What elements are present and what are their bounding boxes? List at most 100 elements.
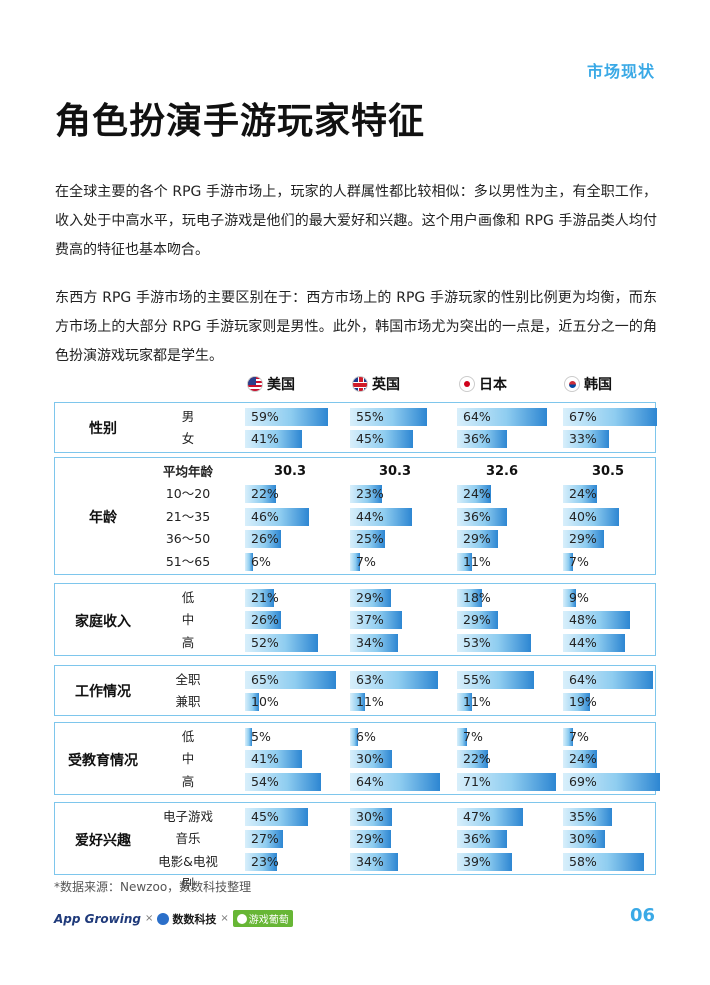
value-label: 30% (356, 751, 384, 767)
value-bar (350, 808, 392, 826)
average-age-value: 30.3 (378, 464, 412, 479)
value-bar (350, 530, 385, 549)
value-label: 9% (569, 590, 589, 605)
data-row: 男 59% 55% 64% 67% (55, 406, 657, 428)
data-row: 51～65 6% 7% 11% 7% (55, 551, 655, 573)
value-label: 34% (356, 634, 384, 650)
value-label: 58% (569, 853, 597, 869)
average-age-value: 30.3 (273, 464, 307, 479)
value-label: 59% (251, 409, 279, 424)
value-bar (245, 693, 259, 712)
value-bar (245, 750, 303, 769)
group-label: 年龄 (89, 510, 117, 526)
value-bar (457, 852, 512, 871)
value-bar (350, 750, 392, 769)
value-bar (457, 408, 547, 426)
value-bar (563, 671, 653, 689)
separator-x: × (220, 913, 229, 924)
value-bar (350, 507, 412, 526)
group-4: 受教育情况 低 5% 6% 7% 7% 中 41% 30% 22% 24% 高 54% 64% 71% 69% (54, 722, 660, 796)
value-label: 21% (251, 590, 279, 605)
row-label: 音乐 (175, 831, 201, 847)
value-bar (563, 589, 576, 607)
value-label: 44% (356, 508, 384, 524)
data-row: 10～20 22% 23% 24% 24% (55, 483, 655, 505)
value-bar (457, 530, 498, 549)
row-label: 电影&电视剧 (158, 853, 218, 891)
country-label: 英国 (372, 377, 400, 393)
value-bar (457, 552, 473, 571)
value-label: 7% (569, 729, 589, 744)
value-label: 44% (569, 634, 597, 650)
value-label: 36% (463, 431, 491, 447)
value-label: 11% (356, 694, 384, 710)
data-row: 中 41% 30% 22% 24% (55, 748, 655, 770)
value-label: 64% (463, 409, 491, 424)
value-bar (245, 530, 282, 549)
data-row: 全职 65% 63% 55% 64% (55, 669, 655, 691)
value-label: 29% (463, 531, 491, 547)
value-bar (245, 552, 254, 571)
value-label: 45% (356, 431, 384, 447)
value-bar (563, 808, 612, 826)
row-label: 高 (181, 634, 195, 650)
value-label: 55% (356, 409, 384, 424)
value-label: 63% (356, 672, 384, 687)
value-label: 40% (569, 508, 597, 524)
data-source-note: *数据来源：Newzoo，数数科技整理 (54, 880, 252, 894)
value-label: 54% (251, 773, 279, 789)
value-label: 64% (356, 773, 384, 789)
value-bar (457, 589, 483, 607)
value-bar (245, 430, 303, 449)
value-label: 22% (463, 751, 491, 767)
row-label: 电子游戏 (162, 809, 213, 824)
value-label: 11% (463, 694, 491, 710)
footer-logos: App Growing × 数数科技 × 游戏葡萄 (54, 910, 293, 927)
value-bar (457, 772, 557, 791)
value-label: 25% (356, 531, 384, 547)
value-label: 52% (251, 634, 279, 650)
value-bar (350, 611, 402, 630)
data-row: 高 54% 64% 71% 69% (55, 771, 660, 793)
value-label: 7% (569, 553, 589, 569)
value-bar (457, 507, 508, 526)
group-label: 受教育情况 (68, 752, 138, 769)
value-bar (245, 808, 308, 826)
page-title: 角色扮演手游玩家特征 (55, 101, 426, 142)
value-bar (563, 852, 645, 871)
value-bar (350, 772, 440, 791)
value-bar (350, 728, 359, 746)
country-label: 日本 (479, 377, 507, 393)
value-bar (457, 808, 523, 826)
value-label: 69% (569, 773, 597, 789)
value-label: 6% (251, 553, 271, 569)
value-bar (245, 671, 336, 689)
separator-x: × (145, 913, 154, 924)
group-1: 年龄 平均年龄 30.3 30.3 32.6 30.5 10～20 22% 23% 24% 24% 2… (54, 457, 656, 575)
value-label: 10% (251, 694, 279, 710)
row-label: 10～20 (165, 486, 211, 502)
intro-paragraph-1: 在全球主要的各个 RPG 手游市场上，玩家的人群属性都比较相似：多以男性为主，有… (55, 184, 657, 258)
value-bar (245, 830, 283, 849)
value-bar (563, 507, 619, 526)
value-label: 6% (356, 729, 376, 744)
country-label: 韩国 (584, 377, 612, 393)
value-label: 29% (569, 531, 597, 547)
value-label: 35% (569, 809, 597, 824)
value-bar (457, 728, 467, 746)
value-bar (563, 693, 590, 712)
value-label: 41% (251, 751, 279, 767)
value-label: 26% (251, 531, 279, 547)
value-bar (245, 852, 278, 871)
data-row: 中 26% 37% 29% 48% (55, 609, 655, 631)
value-label: 33% (569, 431, 597, 447)
row-label: 36～50 (165, 531, 211, 547)
value-label: 64% (569, 672, 597, 687)
appgrowing-logo: App Growing (54, 911, 141, 926)
page-number: 06 (629, 905, 655, 926)
row-label: 51～65 (165, 553, 211, 569)
value-bar (563, 430, 610, 449)
group-0: 性别 男 59% 55% 64% 67% 女 41% 45% 36% 33% (54, 402, 657, 453)
country-us: 美国 (247, 374, 295, 394)
value-label: 18% (463, 590, 491, 605)
